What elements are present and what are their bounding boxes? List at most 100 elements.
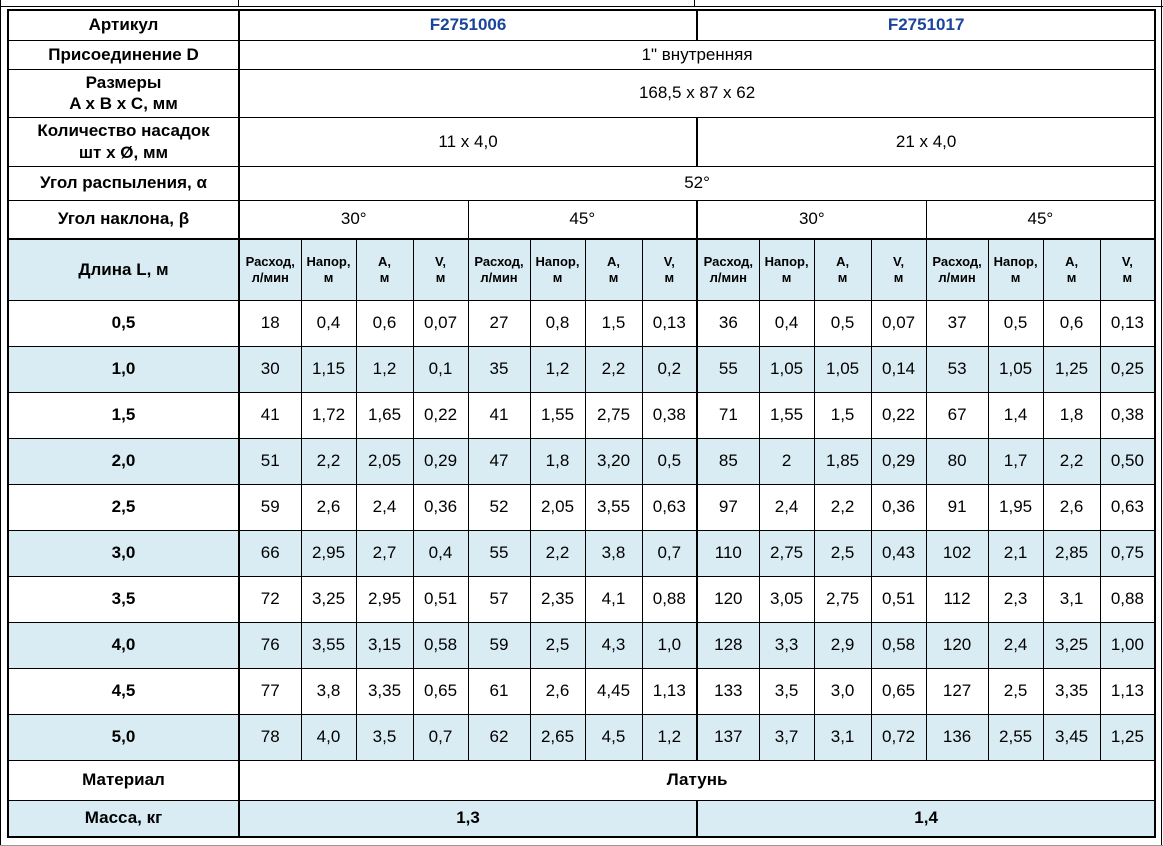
cropped-right-border-line xyxy=(1161,0,1162,846)
measurement-cell: 2,5 xyxy=(813,529,872,577)
measurement-cell: 30 xyxy=(238,345,302,393)
column-header-line2: м xyxy=(552,269,563,285)
length-cell: 4,0 xyxy=(7,621,240,669)
column-header-line1: Расход, xyxy=(703,254,753,270)
measurement-cell: 0,88 xyxy=(1099,575,1156,623)
tilt-angle-row: Угол наклона, β 30° 45° 30° 45° xyxy=(7,199,1156,240)
column-header-cell: V, м xyxy=(1099,238,1156,301)
measurement-cell: 2,2 xyxy=(1042,437,1101,485)
measurement-cell: 2,6 xyxy=(1042,483,1101,531)
column-header-line1: A, xyxy=(836,254,850,270)
measurement-cell: 0,29 xyxy=(412,437,469,485)
measurement-cell: 1,4 xyxy=(987,391,1044,439)
measurement-cell: 0,58 xyxy=(870,621,927,669)
column-header-cell: Напор, м xyxy=(300,238,357,301)
measurement-cell: 3,3 xyxy=(758,621,815,669)
measurement-cell: 41 xyxy=(238,391,302,439)
measurement-cell: 35 xyxy=(467,345,531,393)
measurement-cell: 91 xyxy=(925,483,989,531)
measurement-cell: 1,05 xyxy=(813,345,872,393)
measurement-cell: 2 xyxy=(758,437,815,485)
tilt-angle-label: Угол наклона, β xyxy=(7,199,240,240)
column-header-line1: Напор, xyxy=(535,254,580,270)
measurement-row: 2,5 59 2,6 2,4 0,36 52 2,05 3,55 0,63 97 2,4 2,2 0,3… xyxy=(7,483,1156,531)
dimensions-value: 168,5 x 87 x 62 xyxy=(238,68,1156,118)
measurement-cell: 41 xyxy=(467,391,531,439)
measurement-header-row: Длина L, м Расход, л/мин Напор, м A, м V, м Расх… xyxy=(7,238,1156,301)
column-header-line2: л/мин xyxy=(938,269,976,285)
mass-value-left: 1,3 xyxy=(238,799,698,838)
measurement-cell: 51 xyxy=(238,437,302,485)
measurement-cell: 3,5 xyxy=(355,713,414,761)
article-value-left: F2751006 xyxy=(238,9,698,41)
column-header-line2: м xyxy=(1066,269,1077,285)
dimensions-label-line1: Размеры xyxy=(85,72,162,92)
measurement-cell: 2,5 xyxy=(987,667,1044,715)
spec-table: Артикул F2751006 F2751017 Присоединение … xyxy=(7,9,1157,838)
measurement-cell: 1,13 xyxy=(1099,667,1156,715)
nozzles-row: Количество насадок шт x Ø, мм 11 x 4,0 2… xyxy=(7,116,1156,167)
measurement-cell: 2,6 xyxy=(529,667,586,715)
measurement-cell: 0,65 xyxy=(870,667,927,715)
cropped-top-row-border xyxy=(0,6,1163,7)
column-header-line1: V, xyxy=(1121,254,1133,270)
article-label: Артикул xyxy=(7,9,240,41)
measurement-cell: 0,75 xyxy=(1099,529,1156,577)
measurement-cell: 3,25 xyxy=(300,575,357,623)
measurement-cell: 2,75 xyxy=(758,529,815,577)
measurement-cell: 2,4 xyxy=(987,621,1044,669)
tilt-angle-value-3: 30° xyxy=(696,199,927,240)
measurement-cell: 1,05 xyxy=(758,345,815,393)
column-header-line2: м xyxy=(893,269,904,285)
measurement-cell: 2,75 xyxy=(584,391,643,439)
connection-label: Присоединение D xyxy=(7,39,240,70)
measurement-row: 4,5 77 3,8 3,35 0,65 61 2,6 4,45 1,13 133 3,5 3,0 0,… xyxy=(7,667,1156,715)
spray-angle-row: Угол распыления, α 52° xyxy=(7,165,1156,201)
measurement-cell: 0,58 xyxy=(412,621,469,669)
column-header-line1: Расход, xyxy=(932,254,982,270)
measurement-cell: 102 xyxy=(925,529,989,577)
column-header-line2: м xyxy=(323,269,334,285)
length-cell: 1,0 xyxy=(7,345,240,393)
measurement-cell: 0,36 xyxy=(412,483,469,531)
column-header-cell: Расход, л/мин xyxy=(925,238,989,301)
mass-label: Масса, кг xyxy=(7,799,240,838)
measurement-cell: 2,5 xyxy=(529,621,586,669)
measurement-cell: 2,6 xyxy=(300,483,357,531)
measurement-cell: 18 xyxy=(238,299,302,347)
measurement-cell: 0,72 xyxy=(870,713,927,761)
measurement-cell: 4,1 xyxy=(584,575,643,623)
length-column-header: Длина L, м xyxy=(7,238,240,301)
measurement-cell: 2,4 xyxy=(758,483,815,531)
column-header-line1: V, xyxy=(663,254,675,270)
measurement-cell: 1,5 xyxy=(584,299,643,347)
measurement-cell: 2,05 xyxy=(355,437,414,485)
measurement-row: 1,5 41 1,72 1,65 0,22 41 1,55 2,75 0,38 71 1,55 1,5… xyxy=(7,391,1156,439)
measurement-cell: 0,4 xyxy=(300,299,357,347)
tilt-angle-value-4: 45° xyxy=(925,199,1156,240)
measurement-cell: 36 xyxy=(696,299,760,347)
tilt-angle-value-1: 30° xyxy=(238,199,469,240)
measurement-cell: 2,9 xyxy=(813,621,872,669)
measurement-row: 5,0 78 4,0 3,5 0,7 62 2,65 4,5 1,2 137 3,7 3,1 0,72 1… xyxy=(7,713,1156,761)
measurement-cell: 3,35 xyxy=(355,667,414,715)
measurement-cell: 0,63 xyxy=(1099,483,1156,531)
length-cell: 2,5 xyxy=(7,483,240,531)
measurement-cell: 2,2 xyxy=(529,529,586,577)
measurement-cell: 4,45 xyxy=(584,667,643,715)
column-header-line2: м xyxy=(435,269,446,285)
measurement-cell: 27 xyxy=(467,299,531,347)
measurement-cell: 1,95 xyxy=(987,483,1044,531)
column-header-line1: A, xyxy=(607,254,620,270)
measurement-cell: 136 xyxy=(925,713,989,761)
connection-value: 1" внутренняя xyxy=(238,39,1156,70)
measurement-cell: 0,13 xyxy=(641,299,698,347)
cropped-top-row-divider-1 xyxy=(238,0,239,6)
column-header-line2: л/мин xyxy=(251,269,289,285)
column-header-line2: м xyxy=(1010,269,1021,285)
measurement-cell: 59 xyxy=(467,621,531,669)
measurement-cell: 71 xyxy=(696,391,760,439)
measurement-row: 3,5 72 3,25 2,95 0,51 57 2,35 4,1 0,88 120 3,05 2,7… xyxy=(7,575,1156,623)
measurement-cell: 3,1 xyxy=(813,713,872,761)
measurement-cell: 0,38 xyxy=(641,391,698,439)
